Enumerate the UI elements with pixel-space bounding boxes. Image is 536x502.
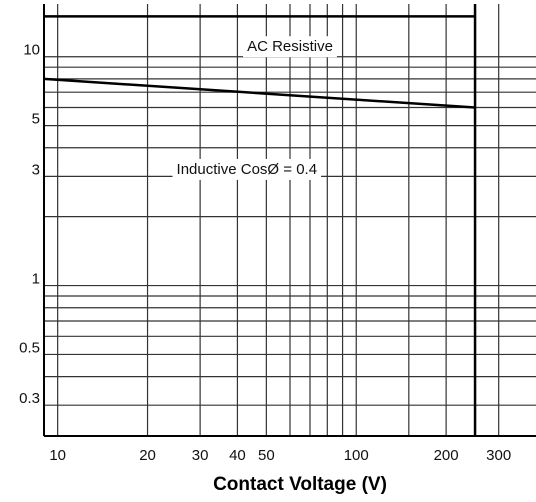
grid-lines: [44, 4, 536, 436]
x-axis-label: Contact Voltage (V): [213, 474, 387, 495]
y-tick-label: 1: [32, 271, 40, 288]
annotation-2: Inductive CosØ = 0.4: [177, 161, 318, 178]
annotations: AC Resistive Inductive CosØ = 0.4: [172, 36, 337, 180]
tick-label-bg: [29, 161, 42, 179]
annotation-1: AC Resistive: [247, 38, 333, 55]
series-lines: [43, 15, 476, 109]
tick-label-bg: [21, 41, 42, 59]
tick-label-bg: [17, 390, 42, 408]
x-tick-label: 30: [192, 447, 209, 464]
series-line-2: [43, 77, 476, 109]
plot-frame: [43, 4, 536, 437]
x-tick-label: 40: [229, 447, 246, 464]
annotation-bg: [243, 36, 337, 58]
tick-label-bg: [17, 339, 42, 357]
tick-label-bg: [29, 110, 42, 128]
y-tick-label: 10: [23, 42, 40, 59]
y-tick-label: 5: [32, 111, 40, 128]
y-tick-label: 0.3: [19, 390, 40, 407]
y-tick-labels: 0.3 0.5 1 3 5 10: [17, 41, 42, 408]
x-tick-label: 10: [49, 447, 66, 464]
x-tick-label: 200: [434, 447, 459, 464]
annotation-bg: [172, 158, 322, 180]
x-tick-labels: 10 20 30 40 50 100 200 300: [49, 447, 511, 464]
x-tick-label: 300: [486, 447, 511, 464]
tick-label-bg: [29, 270, 42, 288]
x-tick-label: 100: [344, 447, 369, 464]
x-tick-label: 20: [139, 447, 156, 464]
y-tick-label: 0.5: [19, 339, 40, 356]
x-tick-label: 50: [258, 447, 275, 464]
y-tick-label: 3: [32, 161, 40, 178]
